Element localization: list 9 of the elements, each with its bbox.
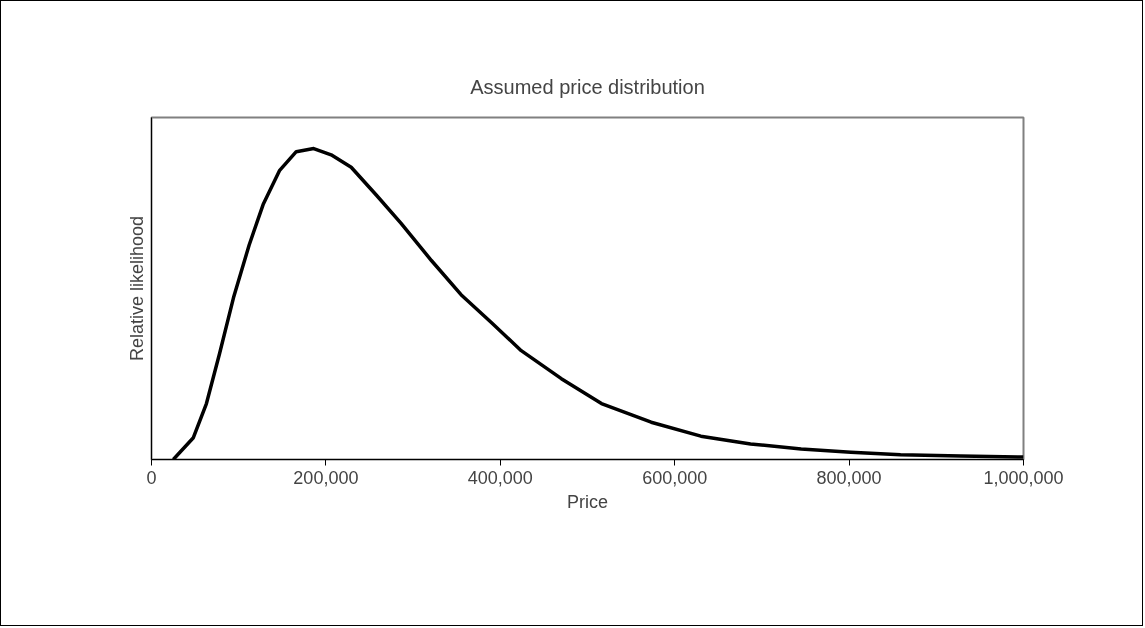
- x-tick-label: 0: [146, 467, 157, 488]
- x-tick-label: 400,000: [467, 467, 533, 488]
- chart-title: Assumed price distribution: [470, 75, 705, 98]
- x-tick-label: 1,000,000: [983, 467, 1064, 488]
- y-axis-title: Relative likelihood: [126, 215, 147, 362]
- x-tick-label: 800,000: [816, 467, 882, 488]
- x-tick-label: 200,000: [293, 467, 359, 488]
- x-axis-title: Price: [567, 491, 609, 512]
- x-tick-label: 600,000: [642, 467, 708, 488]
